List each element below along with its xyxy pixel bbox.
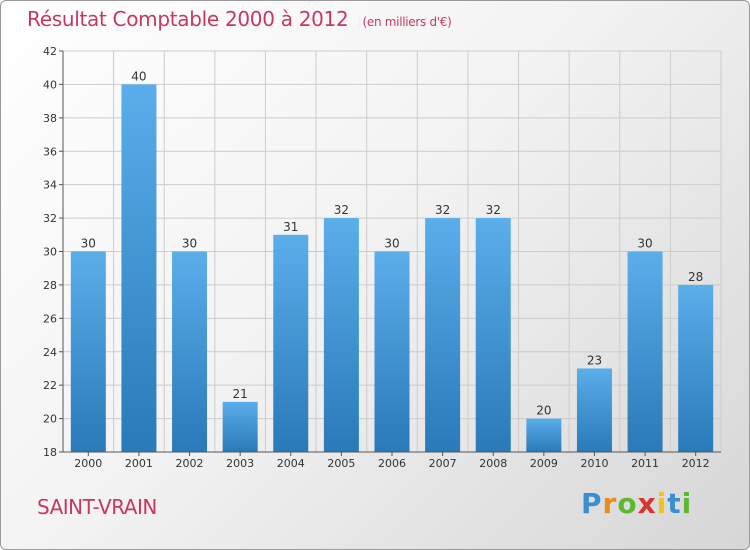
x-tick-label: 2007 (429, 457, 457, 470)
bar-2008 (475, 218, 511, 452)
data-label-2009: 20 (536, 404, 551, 418)
commune-name: SAINT-VRAIN (37, 495, 157, 519)
y-tick-label: 20 (43, 413, 57, 426)
data-label-2006: 30 (384, 237, 399, 251)
bar-2007 (425, 218, 461, 452)
logo-letter: r (602, 487, 618, 520)
bar-2002 (172, 251, 208, 452)
bar-2005 (323, 218, 359, 452)
y-tick-label: 40 (43, 78, 57, 91)
y-tick-label: 18 (43, 446, 57, 459)
bar-2004 (273, 234, 309, 452)
bars: 30 40 30 21 31 32 30 32 32 20 23 30 28 (70, 69, 714, 453)
bar-2001 (121, 84, 157, 453)
logo-letter: x (637, 487, 657, 520)
y-tick-label: 24 (43, 346, 57, 359)
y-tick-label: 42 (43, 45, 57, 58)
data-label-2004: 31 (283, 220, 298, 234)
axes: 18 20 22 24 26 28 30 32 34 36 38 40 42 2000 2001 2002 20… (43, 45, 721, 470)
y-tick-label: 30 (43, 246, 57, 259)
data-label-2003: 21 (233, 387, 248, 401)
x-tick-label: 2004 (277, 457, 305, 470)
x-tick-label: 2010 (580, 457, 608, 470)
bar-2009 (526, 418, 562, 452)
data-label-2002: 30 (182, 237, 197, 251)
bar-2003 (222, 401, 258, 452)
data-label-2011: 30 (637, 237, 652, 251)
data-label-2000: 30 (81, 237, 96, 251)
bar-2010 (576, 368, 612, 452)
logo-letter: t (667, 487, 682, 520)
data-label-2001: 40 (131, 69, 146, 83)
y-tick-label: 28 (43, 279, 57, 292)
x-tick-label: 2001 (125, 457, 153, 470)
bar-2000 (70, 251, 106, 452)
x-tick-label: 2008 (479, 457, 507, 470)
bar-2006 (374, 251, 410, 452)
y-tick-label: 22 (43, 379, 57, 392)
x-tick-label: 2012 (682, 457, 710, 470)
chart-title-text: Résultat Comptable 2000 à 2012 (27, 7, 349, 31)
y-tick-label: 36 (43, 145, 57, 158)
y-tick-label: 26 (43, 312, 57, 325)
bar-2012 (678, 284, 714, 452)
y-tick-label: 34 (43, 179, 57, 192)
x-tick-label: 2002 (176, 457, 204, 470)
logo-letter: P (581, 487, 603, 520)
logo-letter: i (681, 487, 693, 520)
chart-title: Résultat Comptable 2000 à 2012 (en milli… (27, 7, 452, 31)
data-label-2007: 32 (435, 203, 450, 217)
y-tick-label: 38 (43, 112, 57, 125)
data-label-2008: 32 (486, 203, 501, 217)
x-tick-label: 2000 (74, 457, 102, 470)
data-label-2010: 23 (587, 353, 602, 367)
y-tick-label: 32 (43, 212, 57, 225)
x-tick-label: 2006 (378, 457, 406, 470)
data-label-2012: 28 (688, 270, 703, 284)
logo-letter: o (617, 487, 638, 520)
proxiti-logo[interactable]: Proxiti (581, 487, 692, 520)
data-label-2005: 32 (334, 203, 349, 217)
bar-2011 (627, 251, 663, 452)
chart-subtitle: (en milliers d'€) (362, 15, 452, 29)
x-tick-label: 2003 (226, 457, 254, 470)
x-tick-label: 2011 (631, 457, 659, 470)
x-tick-label: 2009 (530, 457, 558, 470)
x-tick-label: 2005 (327, 457, 355, 470)
logo-letter: i (656, 487, 668, 520)
